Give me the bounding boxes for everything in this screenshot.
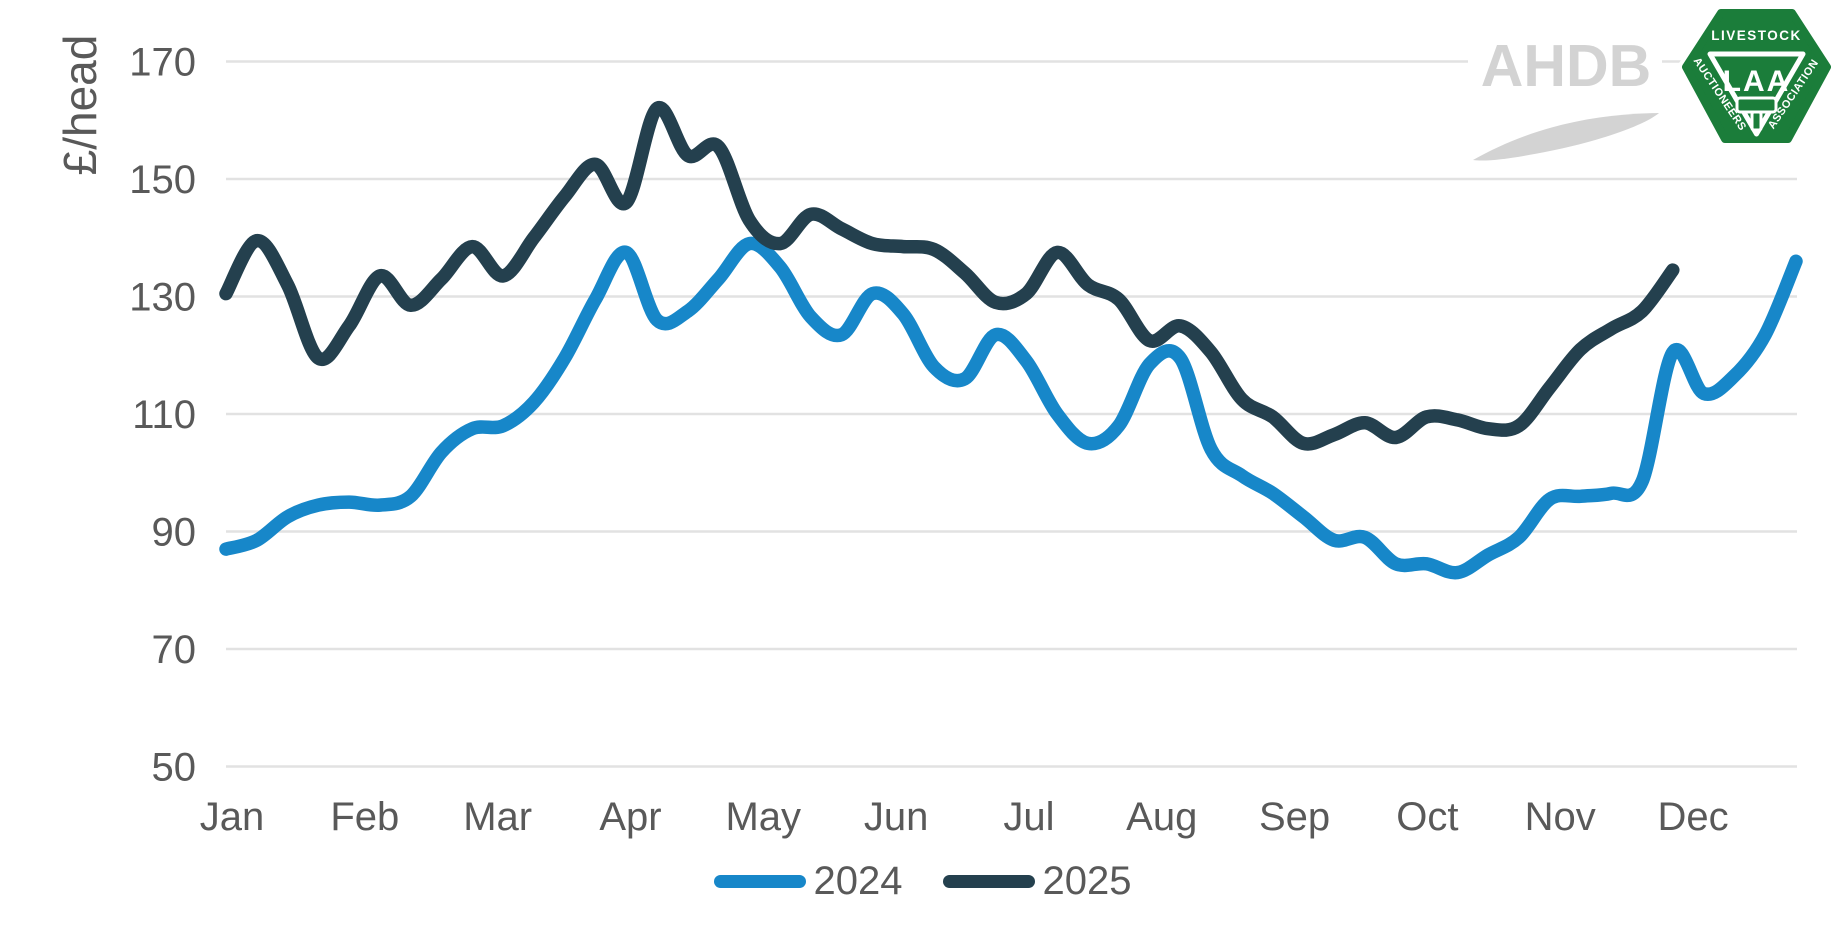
x-tick-label-feb: Feb	[330, 795, 399, 839]
legend-item-2025: 2025	[942, 859, 1132, 903]
x-tick-label-mar: Mar	[463, 795, 532, 839]
y-tick-label-150: 150	[129, 158, 196, 202]
y-tick-label-170: 170	[129, 41, 196, 85]
y-tick-label-130: 130	[129, 276, 196, 320]
legend-line-2024-icon	[713, 874, 806, 888]
y-tick-label-50: 50	[152, 746, 197, 790]
x-tick-label-may: May	[725, 795, 801, 839]
legend-label-2025: 2025	[1042, 859, 1132, 903]
series-line-2025	[219, 101, 1680, 451]
legend-line-2025-icon	[942, 874, 1035, 888]
series-line-2024	[219, 236, 1803, 580]
x-tick-label-apr: Apr	[599, 795, 661, 839]
x-tick-label-sep: Sep	[1259, 795, 1330, 839]
legend-item-2024: 2024	[713, 859, 903, 903]
x-tick-label-oct: Oct	[1396, 795, 1458, 839]
x-tick-label-aug: Aug	[1126, 795, 1197, 839]
x-tick-label-jan: Jan	[200, 795, 265, 839]
y-axis-title: £/head	[54, 34, 106, 176]
x-tick-label-dec: Dec	[1657, 795, 1728, 839]
legend-label-2024: 2024	[813, 859, 903, 903]
x-tick-label-jul: Jul	[1003, 795, 1054, 839]
y-tick-label-90: 90	[152, 511, 197, 555]
y-tick-label-110: 110	[132, 393, 196, 437]
x-tick-label-nov: Nov	[1525, 795, 1596, 839]
chart-legend: 2024 2025	[0, 861, 1845, 901]
y-tick-label-70: 70	[152, 628, 197, 672]
x-tick-label-jun: Jun	[864, 795, 929, 839]
